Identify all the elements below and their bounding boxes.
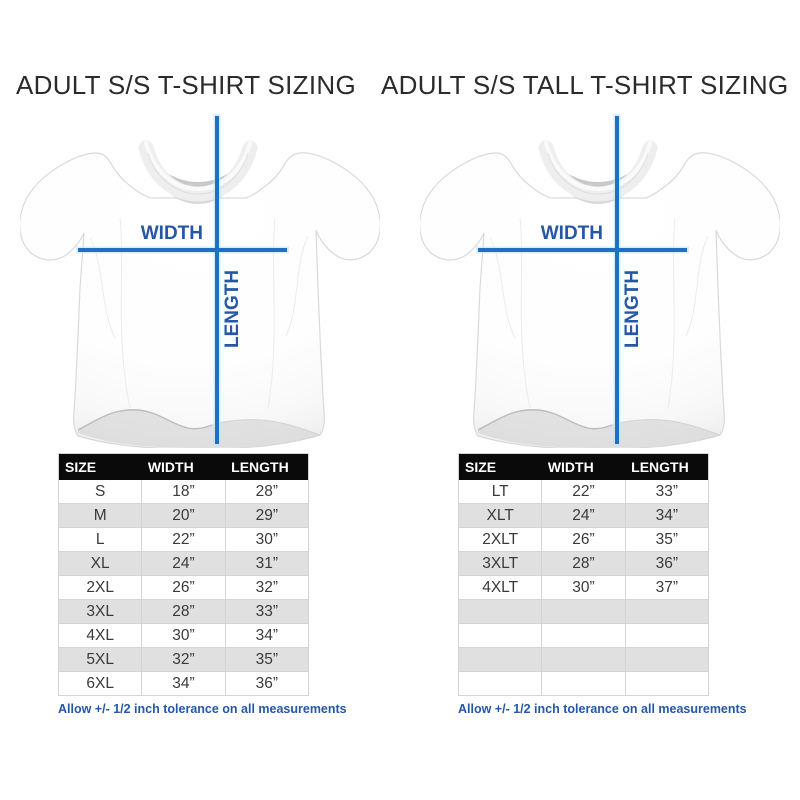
svg-text:LENGTH: LENGTH bbox=[222, 270, 243, 348]
svg-text:WIDTH: WIDTH bbox=[541, 223, 603, 244]
svg-text:LENGTH: LENGTH bbox=[622, 270, 643, 348]
svg-text:WIDTH: WIDTH bbox=[141, 223, 203, 244]
